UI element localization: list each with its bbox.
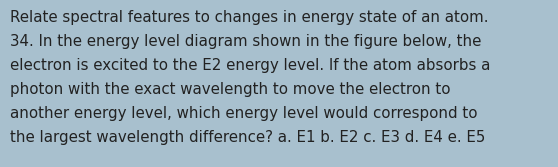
Text: another energy level, which energy level would correspond to: another energy level, which energy level… (10, 106, 478, 121)
Text: 34. In the energy level diagram shown in the figure below, the: 34. In the energy level diagram shown in… (10, 34, 482, 49)
Text: Relate spectral features to changes in energy state of an atom.: Relate spectral features to changes in e… (10, 10, 488, 25)
Text: electron is excited to the E2 energy level. If the atom absorbs a: electron is excited to the E2 energy lev… (10, 58, 490, 73)
Text: photon with the exact wavelength to move the electron to: photon with the exact wavelength to move… (10, 82, 450, 97)
Text: the largest wavelength difference? a. E1 b. E2 c. E3 d. E4 e. E5: the largest wavelength difference? a. E1… (10, 130, 485, 145)
